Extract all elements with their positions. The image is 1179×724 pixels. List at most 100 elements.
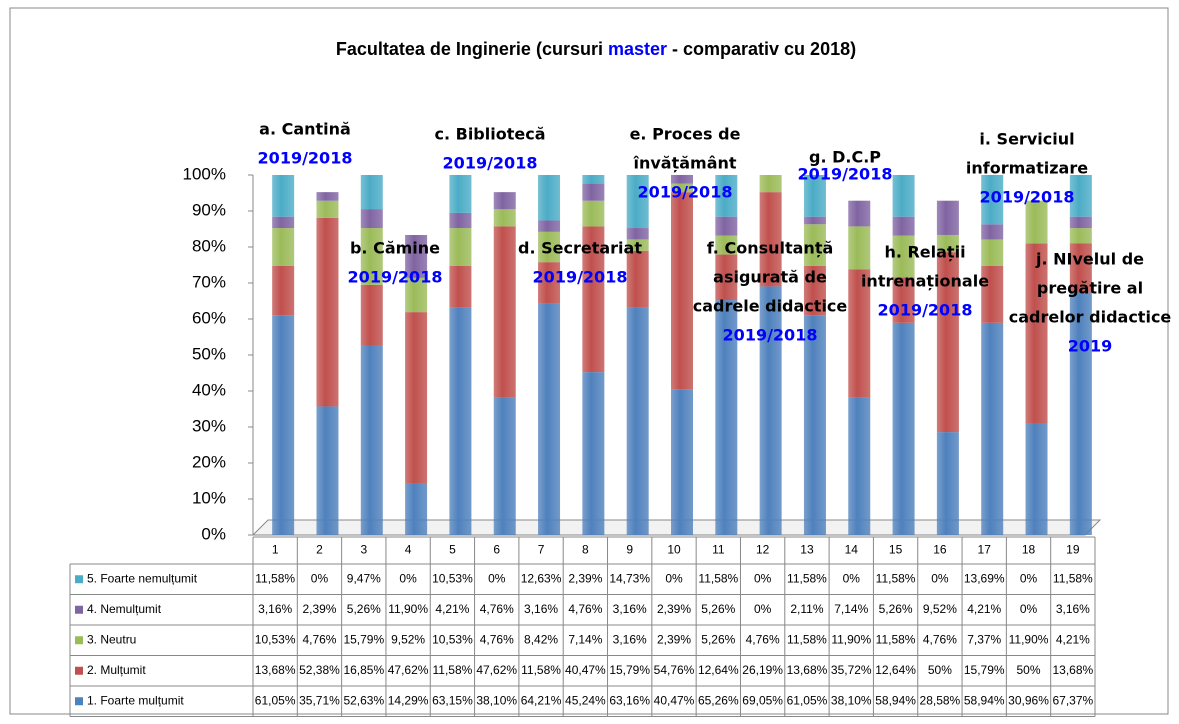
data-label: 65,26% (698, 693, 739, 707)
bar-segment (981, 265, 1004, 323)
data-label: 4,21% (967, 602, 1001, 616)
annotation-year: 2019/2018 (258, 149, 353, 168)
data-label: 47,62% (476, 663, 517, 677)
annotation: pregătire al (1037, 279, 1143, 298)
data-label: 11,58% (698, 571, 738, 585)
legend-swatch (75, 575, 83, 584)
data-label: 14,29% (388, 693, 429, 707)
x-tick-label: 6 (493, 543, 500, 557)
data-label: 61,05% (255, 693, 296, 707)
y-tick-label: 100% (183, 164, 226, 183)
data-label: 30,96% (1008, 693, 1049, 707)
data-label: 50% (928, 663, 952, 677)
bar-segment (892, 235, 915, 278)
data-label: 0% (665, 571, 683, 585)
bar-segment (493, 397, 516, 535)
data-label: 7,37% (967, 632, 1001, 646)
chart-title: Facultatea de Inginerie (cursuri master … (336, 39, 856, 59)
bar-segment (360, 175, 383, 210)
x-tick-label: 3 (360, 543, 367, 557)
data-label: 64,21% (521, 693, 562, 707)
data-label: 63,15% (432, 693, 473, 707)
annotation-year: 2019 (1068, 337, 1113, 356)
legend-label: 1. Foarte mulțumit (87, 693, 184, 707)
data-label: 40,47% (654, 693, 695, 707)
bar-segment (626, 228, 649, 240)
data-label: 13,69% (964, 571, 1005, 585)
x-tick-label: 16 (933, 543, 947, 557)
bar-segment (405, 483, 428, 535)
data-label: 28,58% (920, 693, 961, 707)
data-label: 4,76% (746, 632, 780, 646)
data-label: 0% (1020, 571, 1038, 585)
data-label: 10,53% (255, 632, 296, 646)
data-label: 47,62% (388, 663, 429, 677)
x-tick-label: 2 (316, 543, 323, 557)
data-label: 15,79% (609, 663, 650, 677)
x-tick-label: 9 (626, 543, 633, 557)
annotation-year: 2019/2018 (723, 326, 818, 345)
annotation-year: 2019/2018 (443, 154, 538, 173)
x-tick-label: 11 (712, 543, 725, 557)
data-label: 5,26% (879, 602, 913, 616)
data-label: 2,39% (302, 602, 336, 616)
data-label: 2,39% (657, 602, 691, 616)
data-label: 0% (931, 571, 949, 585)
bar-segment (582, 175, 605, 184)
y-tick-label: 60% (192, 308, 226, 327)
x-tick-label: 1 (272, 543, 279, 557)
annotation: cadrelor didactice (1009, 308, 1172, 327)
data-label: 3,16% (258, 602, 292, 616)
bar-segment (759, 192, 782, 287)
bar-segment (582, 372, 605, 535)
data-label: 13,68% (787, 663, 828, 677)
annotation: c. Bibliotecă (434, 125, 545, 144)
data-label: 16,85% (343, 663, 384, 677)
data-label: 50% (1017, 663, 1041, 677)
annotation: intrenaționale (861, 272, 989, 291)
data-label: 4,76% (480, 602, 514, 616)
bar-segment (715, 254, 738, 301)
bar-segment (582, 183, 605, 201)
data-label: 10,53% (432, 571, 473, 585)
bar-segment (316, 406, 339, 535)
x-tick-label: 12 (756, 543, 770, 557)
bar-segment (981, 239, 1004, 266)
data-label: 54,76% (654, 663, 695, 677)
bar-segment (626, 307, 649, 535)
data-label: 2,39% (568, 571, 602, 585)
data-label: 0% (1020, 602, 1038, 616)
bar-segment (936, 432, 959, 535)
bar-segment (715, 216, 738, 236)
bar-segment (981, 175, 1004, 225)
data-label: 35,72% (831, 663, 872, 677)
data-label: 7,14% (834, 602, 868, 616)
data-label: 11,90% (388, 602, 428, 616)
bar-segment (493, 192, 516, 210)
bar-segment (848, 200, 871, 227)
legend-swatch (75, 697, 83, 706)
data-label: 63,16% (609, 693, 650, 707)
bar-segment (848, 226, 871, 270)
x-tick-label: 10 (667, 543, 681, 557)
bar-segment (803, 175, 826, 217)
legend-swatch (75, 636, 83, 645)
data-label: 0% (399, 571, 417, 585)
data-label: 10,53% (432, 632, 473, 646)
bar-segment (272, 315, 295, 535)
data-label: 9,47% (347, 571, 381, 585)
data-label: 38,10% (476, 693, 517, 707)
data-label: 58,94% (875, 693, 916, 707)
data-label: 3,16% (613, 602, 647, 616)
annotation: j. NIvelul de (1035, 250, 1144, 269)
data-label: 40,47% (565, 663, 606, 677)
bar-segment (848, 397, 871, 535)
data-label: 9,52% (391, 632, 425, 646)
bar-segment (582, 200, 605, 227)
annotation: informatizare (966, 159, 1088, 178)
data-label: 0% (311, 571, 329, 585)
annotation: b. Cămine (350, 239, 440, 258)
x-tick-label: 7 (538, 543, 545, 557)
data-label: 12,64% (698, 663, 739, 677)
